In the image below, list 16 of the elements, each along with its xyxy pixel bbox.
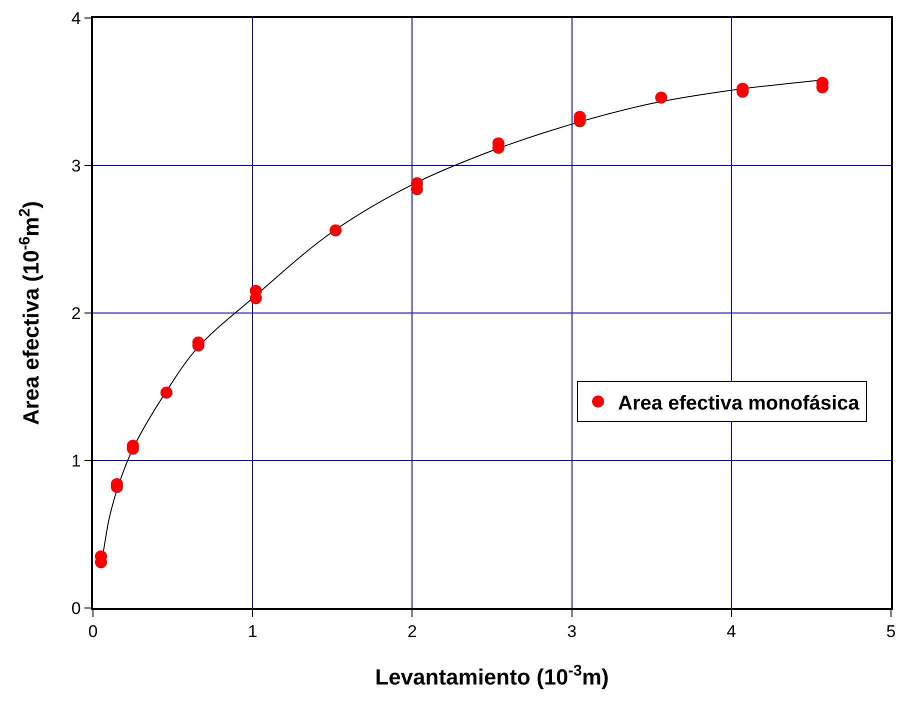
y-tick-label: 3 bbox=[71, 156, 81, 176]
y-tick-label: 0 bbox=[71, 598, 81, 618]
x-axis-title: Levantamiento (10$^{-3}$m) bbox=[375, 662, 609, 690]
x-tick-label: 1 bbox=[248, 622, 258, 642]
point bbox=[160, 386, 172, 399]
point bbox=[330, 224, 342, 236]
y-tick-label: 4 bbox=[71, 8, 81, 28]
point bbox=[655, 92, 668, 104]
x-tick-label: 5 bbox=[886, 622, 896, 642]
y-tick-label: 1 bbox=[71, 451, 81, 470]
x-tick-label: 3 bbox=[567, 622, 577, 642]
x-tick-label: 0 bbox=[88, 622, 98, 642]
x-tick-label: 4 bbox=[726, 622, 736, 642]
x-tick-label: 2 bbox=[407, 622, 417, 642]
legend-label: Area efectiva monofásica bbox=[618, 392, 860, 414]
y-tick-label: 2 bbox=[71, 304, 81, 323]
